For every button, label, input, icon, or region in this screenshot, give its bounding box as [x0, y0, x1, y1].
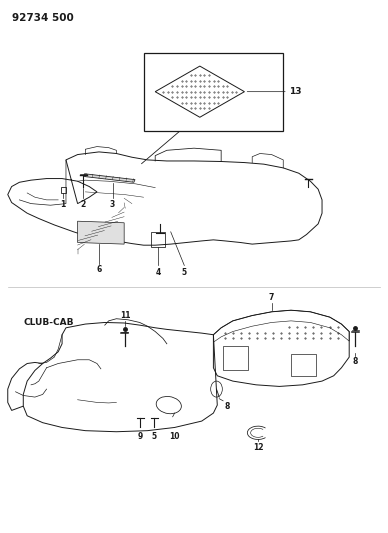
Bar [291, 354, 316, 376]
Text: 8: 8 [224, 402, 230, 411]
Bar [144, 53, 283, 131]
Text: 5: 5 [182, 268, 187, 277]
Text: 12: 12 [253, 443, 263, 453]
Bar [151, 232, 165, 247]
Polygon shape [78, 221, 124, 244]
Text: 11: 11 [120, 311, 130, 320]
Text: 6: 6 [96, 265, 102, 274]
Text: 4: 4 [156, 268, 161, 277]
Text: 92734 500: 92734 500 [12, 13, 73, 23]
Bar [223, 346, 248, 370]
Text: 8: 8 [352, 357, 358, 366]
Polygon shape [83, 174, 135, 182]
Text: 10: 10 [169, 432, 180, 441]
Text: 13: 13 [289, 87, 301, 96]
Text: 7: 7 [269, 293, 274, 302]
Text: 9: 9 [138, 432, 143, 441]
Bar [61, 187, 66, 193]
Text: 3: 3 [110, 200, 115, 209]
Text: 2: 2 [81, 200, 86, 209]
Text: CLUB-CAB: CLUB-CAB [23, 318, 74, 327]
Text: 5: 5 [152, 432, 157, 441]
Text: 1: 1 [61, 200, 66, 209]
